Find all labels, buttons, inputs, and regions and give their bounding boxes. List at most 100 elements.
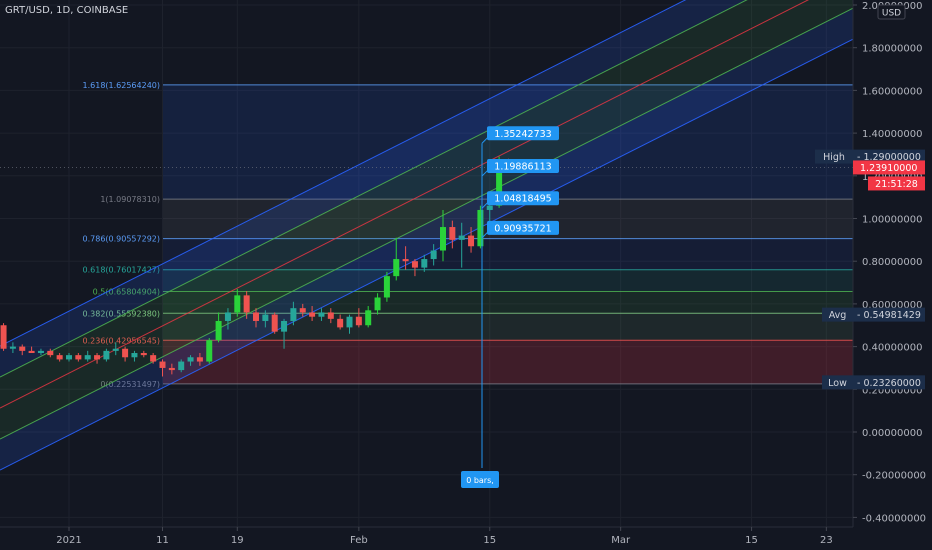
candle-body [440, 227, 446, 251]
currency-button[interactable]: USD [877, 4, 906, 20]
candle-body [468, 235, 475, 247]
candle-body [421, 259, 428, 268]
fib-zone [163, 84, 853, 200]
price-tags: High - 1.29000000 Avg - 0.54981429 Low - 0.23… [815, 149, 925, 390]
y-tick-label: 0.40000000 [862, 343, 922, 354]
fib-zone [163, 313, 853, 341]
candle-body [402, 259, 409, 262]
price-tag-value: - 0.54981429 [857, 310, 921, 321]
x-tick-label: 19 [231, 535, 244, 546]
candle-body [140, 353, 147, 356]
candle-body [355, 316, 362, 326]
channel-band [0, 8, 853, 471]
candle-body [299, 308, 306, 313]
time-axis[interactable]: 2021 11 19 Feb 15 Mar 15 23 [56, 527, 833, 546]
fib-zone [163, 238, 853, 270]
candle-body [112, 348, 119, 351]
fib-level-label: 1(1.09078310) [100, 195, 160, 204]
countdown-value: 21:51:28 [875, 179, 918, 190]
candle-body [168, 367, 175, 371]
channel-tag-value: 1.04818495 [494, 194, 551, 205]
channel-line [0, 0, 687, 347]
fib-level-label: 0.618(0.76017427) [83, 266, 161, 275]
candle-body [122, 348, 129, 358]
candle-body [37, 350, 44, 354]
y-tick-label: 1.40000000 [862, 129, 922, 140]
x-tick-label: 2021 [56, 535, 81, 546]
candle-body [253, 312, 259, 321]
x-tick-label: 23 [820, 535, 833, 546]
candle-body [383, 276, 390, 298]
channel-line [0, 0, 748, 378]
price-tag-label-box [822, 307, 853, 322]
candle-body [458, 235, 465, 240]
last-price-box [853, 160, 925, 175]
y-tick-label: 1.00000000 [862, 215, 922, 226]
candle-body [187, 357, 194, 362]
price-tag-value: - 0.23260000 [857, 378, 921, 389]
y-tick-label: 1.80000000 [862, 44, 922, 55]
bars-label-text: 0 bars, [466, 476, 494, 485]
fib-level-label: 0.786(0.90557292) [83, 235, 161, 244]
candle-body [66, 355, 72, 360]
candle-body [271, 314, 278, 332]
y-tick-label: 0.80000000 [862, 257, 922, 268]
x-tick-label: Mar [611, 535, 631, 546]
candle-body [159, 361, 166, 368]
y-tick-label: -0.40000000 [862, 513, 926, 524]
candle-body [196, 357, 203, 362]
candle-body [411, 261, 418, 268]
channel-tag-box [487, 159, 559, 174]
candle-body [28, 350, 35, 354]
fib-level-label: 0.382(0.55592380) [83, 309, 161, 318]
channel-annotations: 1.35242733 1.19886113 1.04818495 0.90935721… [0, 126, 853, 488]
channel-tag-value: 1.19886113 [494, 162, 551, 173]
candle-body [374, 297, 381, 311]
candle-body [56, 355, 63, 360]
price-tag-label: Low [828, 378, 847, 389]
candle-body [19, 346, 26, 351]
candle-body [290, 308, 297, 321]
x-tick-label: 15 [745, 535, 758, 546]
candle-body [327, 312, 334, 319]
candle-body [215, 320, 222, 341]
price-tag-label-box [822, 375, 853, 390]
candle-body [318, 312, 325, 317]
candle-body [131, 353, 138, 358]
price-tag-label-box [815, 149, 853, 164]
candle-body [309, 312, 316, 317]
fib-zone [163, 291, 853, 314]
candle-body [393, 259, 400, 277]
channel-tag-value: 1.35242733 [494, 129, 551, 140]
channel-tag-box [487, 220, 559, 235]
candle-body [234, 295, 241, 313]
candle-body [47, 350, 54, 356]
x-tick-label: 15 [483, 535, 496, 546]
price-tag-value-box [853, 375, 925, 390]
channel-line [0, 0, 810, 409]
candle-body [243, 295, 250, 313]
channel-line [0, 7, 853, 440]
candle-body [449, 227, 456, 240]
fib-level-label: 0.5(0.65804904) [93, 288, 160, 297]
fib-level-label: 0(0.22531497) [100, 380, 160, 389]
last-price-value: 1.23910000 [860, 163, 917, 174]
candle-body [430, 250, 437, 260]
channel-tag-value: 0.90935721 [494, 223, 551, 234]
candle-body [337, 318, 344, 328]
price-tag-label: Avg [829, 310, 847, 321]
fib-level-label: 1.618(1.62564240) [83, 81, 161, 90]
channel-tag-box [487, 191, 559, 206]
symbol-label: GRT/USD, 1D, COINBASE [5, 5, 128, 16]
channel-band [0, 0, 853, 439]
y-tick-label: -0.20000000 [862, 471, 926, 482]
channel-line [0, 38, 853, 471]
price-tag-value: - 1.29000000 [857, 152, 921, 163]
candle-body [281, 320, 288, 332]
candle-body [486, 205, 493, 210]
currency-label: USD [882, 9, 901, 19]
candle-body [365, 310, 372, 326]
countdown-box [868, 176, 925, 191]
